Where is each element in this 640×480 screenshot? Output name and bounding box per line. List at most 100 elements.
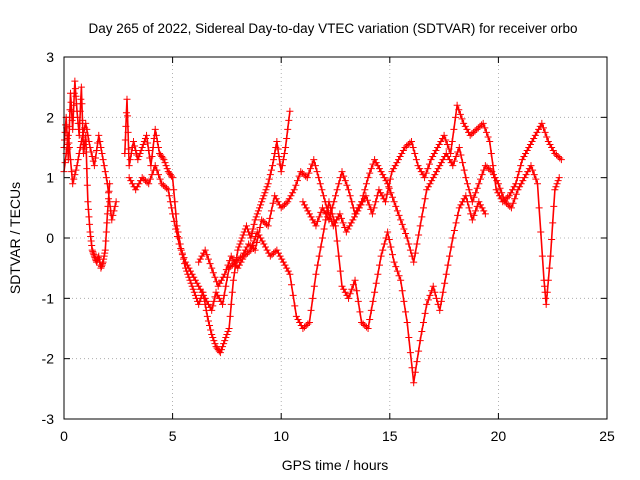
- data-point: [333, 237, 341, 245]
- data-point: [247, 246, 255, 254]
- data-point: [234, 246, 242, 254]
- data-point: [441, 279, 449, 287]
- data-point: [468, 130, 476, 138]
- data-point: [525, 144, 533, 151]
- data-point: [78, 133, 86, 141]
- data-point: [75, 125, 83, 133]
- data-point: [211, 340, 219, 348]
- data-point: [387, 243, 395, 251]
- data-point: [458, 115, 466, 123]
- data-point: [457, 201, 465, 209]
- data-point: [288, 281, 296, 289]
- data-point: [126, 156, 134, 164]
- data-point: [84, 198, 92, 206]
- data-point: [557, 156, 565, 164]
- data-point: [274, 198, 282, 206]
- data-point: [428, 287, 436, 295]
- data-point: [263, 183, 271, 191]
- data-point: [279, 258, 287, 266]
- data-point: [395, 211, 403, 219]
- data-point: [330, 198, 338, 206]
- data-point: [284, 198, 292, 206]
- data-point: [224, 328, 232, 336]
- data-point: [411, 368, 419, 376]
- data-point: [212, 288, 220, 296]
- data-point: [315, 252, 323, 260]
- data-point: [423, 300, 431, 308]
- data-point: [131, 142, 139, 150]
- data-point: [415, 231, 423, 239]
- data-point: [304, 320, 312, 328]
- data-point: [71, 171, 79, 179]
- data-point: [111, 202, 119, 210]
- data-point: [312, 270, 320, 278]
- data-point: [429, 174, 437, 182]
- data-point: [452, 153, 460, 161]
- data-point: [213, 278, 221, 286]
- chart-title: Day 265 of 2022, Sidereal Day-to-day VTE…: [89, 21, 578, 36]
- data-point: [366, 315, 374, 323]
- data-point: [318, 186, 326, 194]
- data-point: [453, 101, 461, 109]
- data-point: [467, 210, 475, 218]
- data-point: [460, 119, 468, 127]
- data-point: [460, 166, 468, 174]
- data-point: [473, 184, 481, 192]
- data-point: [371, 288, 379, 296]
- data-point: [69, 125, 77, 133]
- data-point: [83, 125, 91, 133]
- data-point: [264, 180, 272, 188]
- data-point: [515, 168, 523, 176]
- data-point: [88, 246, 96, 254]
- data-point: [460, 195, 468, 203]
- data-point: [201, 294, 209, 302]
- data-point: [98, 150, 106, 158]
- data-point: [140, 175, 148, 183]
- data-point: [228, 288, 236, 296]
- data-point: [296, 318, 304, 326]
- data-point: [152, 131, 160, 139]
- data-point: [403, 318, 411, 326]
- data-point: [351, 276, 359, 284]
- data-point: [450, 226, 458, 234]
- data-point: [75, 131, 83, 139]
- data-point: [419, 318, 427, 326]
- data-point: [93, 147, 101, 155]
- data-point: [191, 291, 199, 299]
- x-tick-label: 15: [382, 428, 398, 444]
- y-axis-label: SDTVAR / TECUs: [7, 182, 23, 294]
- data-point: [449, 162, 457, 170]
- data-point: [151, 162, 159, 170]
- data-point: [499, 193, 507, 201]
- data-point: [482, 128, 490, 136]
- data-point: [481, 124, 489, 132]
- data-point: [137, 147, 145, 155]
- x-tick-label: 0: [60, 428, 68, 444]
- data-point: [211, 273, 219, 281]
- data-point: [389, 193, 397, 201]
- data-point: [379, 246, 387, 254]
- data-point: [375, 261, 383, 269]
- data-point: [489, 162, 497, 170]
- data-point: [422, 169, 430, 177]
- data-point: [208, 331, 216, 339]
- data-point: [556, 154, 564, 162]
- data-point: [101, 249, 109, 257]
- data-point: [198, 288, 206, 296]
- data-point: [250, 220, 258, 228]
- data-point: [97, 264, 105, 272]
- data-point: [245, 248, 253, 256]
- data-point: [382, 177, 390, 185]
- data-point: [486, 166, 494, 174]
- data-point: [517, 162, 525, 170]
- data-point: [76, 107, 84, 115]
- data-point: [514, 186, 522, 194]
- data-point: [156, 175, 164, 183]
- data-point: [439, 288, 447, 296]
- data-point: [124, 112, 132, 120]
- data-point: [188, 282, 196, 290]
- data-point: [73, 162, 81, 170]
- data-point: [425, 160, 433, 168]
- data-point: [255, 204, 263, 212]
- data-point: [320, 192, 328, 200]
